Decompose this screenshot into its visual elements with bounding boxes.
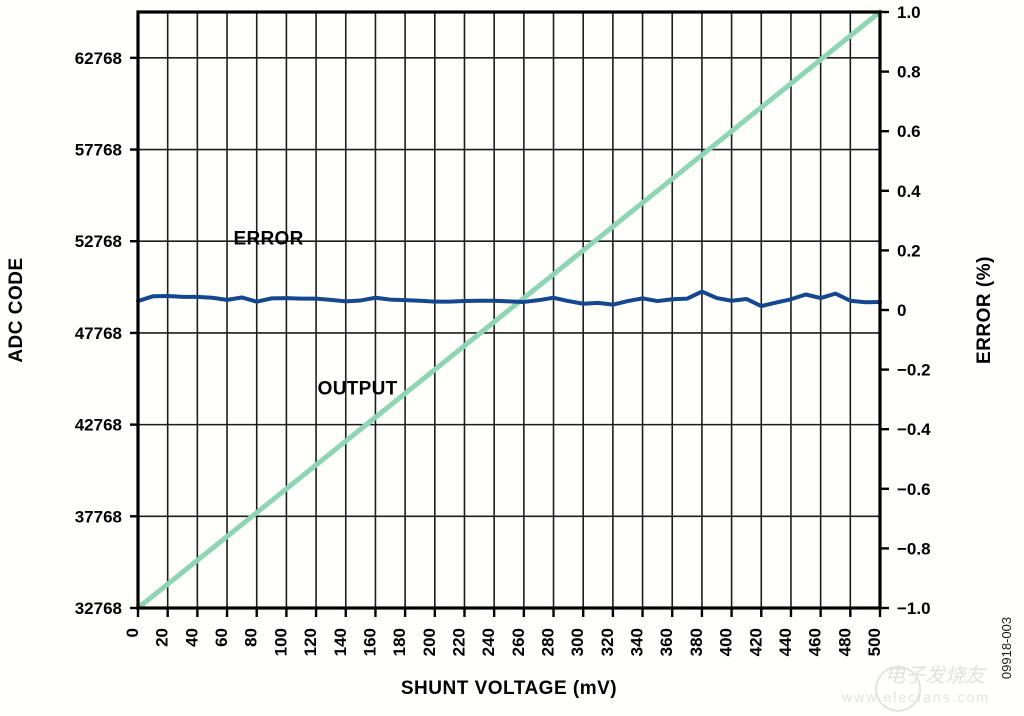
- x-axis-tick-label: 100: [271, 628, 290, 656]
- x-axis-tick-label: 0: [123, 628, 142, 637]
- x-axis-tick-label: 420: [746, 628, 765, 656]
- x-axis-tick-label: 280: [539, 628, 558, 656]
- y2-axis-tick-label: −1.0: [897, 599, 931, 618]
- y2-axis-tick-label: −0.8: [897, 539, 931, 558]
- y-axis-tick-label: 42768: [75, 416, 122, 435]
- y2-axis-tick-label: 0.2: [897, 241, 921, 260]
- x-axis-tick-label: 440: [776, 628, 795, 656]
- y2-axis-tick-label: 0: [897, 301, 906, 320]
- x-axis-tick-label: 20: [153, 628, 172, 647]
- y2-axis-tick-label: 0.8: [897, 63, 921, 82]
- watermark-chinese-text: 电子发烧友: [885, 665, 988, 687]
- x-axis-tick-label: 380: [687, 628, 706, 656]
- x-axis-tick-label: 480: [835, 628, 854, 656]
- x-axis-tick-label: 500: [865, 628, 884, 656]
- x-axis-tick-label: 460: [806, 628, 825, 656]
- y2-axis-tick-label: −0.6: [897, 480, 931, 499]
- x-axis-tick-label: 340: [628, 628, 647, 656]
- y-axis-title: ADC CODE: [6, 257, 27, 362]
- x-axis-tick-label: 320: [598, 628, 617, 656]
- x-axis-tick-label: 120: [301, 628, 320, 656]
- y-axis-tick-label: 37768: [75, 507, 122, 526]
- x-axis-tick-label: 240: [479, 628, 498, 656]
- y2-axis-tick-label: −0.4: [897, 420, 931, 439]
- y2-axis-tick-label: −0.2: [897, 361, 931, 380]
- series-annotation-output: OUTPUT: [318, 379, 398, 400]
- y2-axis-tick-label: 0.6: [897, 122, 921, 141]
- x-axis-title: SHUNT VOLTAGE (mV): [401, 678, 617, 699]
- figure-id-label: 09918-003: [999, 617, 1014, 679]
- x-axis-tick-label: 80: [242, 628, 261, 647]
- y-axis-tick-label: 32768: [75, 599, 122, 618]
- series-line-error: [136, 289, 882, 309]
- y-axis-tick-label: 52768: [75, 232, 122, 251]
- series-line-output: [135, 9, 883, 611]
- x-axis-tick-label: 260: [509, 628, 528, 656]
- watermark-logo-icon: [875, 665, 922, 712]
- y-axis-tick-label: 62768: [75, 49, 122, 68]
- watermark: 电子发烧友 www.elecfans.com: [841, 665, 990, 712]
- x-axis-tick-label: 220: [449, 628, 468, 656]
- x-axis-tick-label: 400: [717, 628, 736, 656]
- x-axis-tick-label: 180: [390, 628, 409, 656]
- x-axis-tick-label: 60: [212, 628, 231, 647]
- x-axis-tick-label: 160: [360, 628, 379, 656]
- x-axis-tick-label: 300: [568, 628, 587, 656]
- y2-axis-tick-label: 1.0: [897, 3, 921, 22]
- watermark-url-text: www.elecfans.com: [841, 689, 990, 705]
- x-axis-tick-label: 360: [657, 628, 676, 656]
- x-axis-tick-label: 40: [182, 628, 201, 647]
- y-axis-tick-label: 47768: [75, 324, 122, 343]
- y-axis-tick-label: 57768: [75, 141, 122, 160]
- x-axis-tick-label: 140: [331, 628, 350, 656]
- series-annotation-error: ERROR: [234, 228, 304, 249]
- y2-axis-title: ERROR (%): [974, 256, 995, 364]
- x-axis-tick-label: 200: [420, 628, 439, 656]
- y2-axis-tick-label: 0.4: [897, 182, 921, 201]
